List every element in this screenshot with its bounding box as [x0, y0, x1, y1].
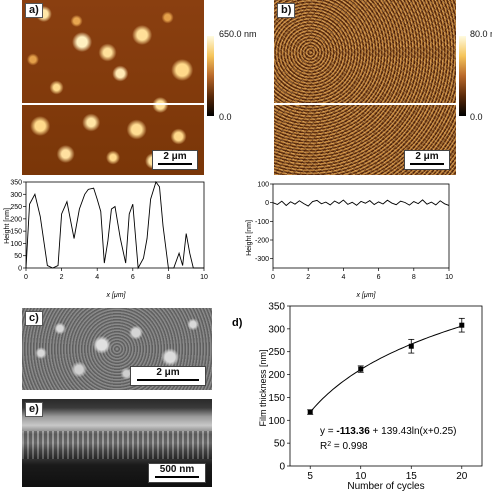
- colorbar-a: [207, 36, 214, 116]
- fit-equation: y = -113.36 + 139.43ln(x+0.25): [320, 426, 457, 437]
- profile-a-xlabel: x [μm]: [105, 292, 126, 299]
- profile-line-a: [22, 103, 204, 105]
- chart-d-ytick-label: 350: [268, 302, 285, 313]
- afm-image-b: b) 2 μm: [274, 0, 456, 175]
- profile-a-series-line: [25, 181, 204, 270]
- profile-a-ytick-label: 200: [10, 216, 22, 223]
- afm-image-a: a) 2 μm: [22, 0, 204, 175]
- profile-b-xtick-label: 0: [271, 274, 275, 281]
- profile-b-xtick-label: 10: [445, 274, 453, 281]
- fit-r-squared: R2 = 0.998: [320, 441, 368, 453]
- data-point: [408, 343, 414, 349]
- chart-d-frame: [289, 305, 483, 467]
- profile-a-ytick-label: 250: [10, 204, 22, 211]
- scale-bar-b: 2 μm: [404, 150, 450, 170]
- panel-label-e: e): [25, 402, 43, 417]
- scale-bar-e: 500 nm: [148, 463, 206, 483]
- colorbar-a-min: 0.0: [219, 112, 232, 122]
- height-profile-b: 100 0 -100 -200 -300 0 2 4 6 8 10 Height [nm] x [μ…: [246, 182, 453, 300]
- scale-bar-b-label: 2 μm: [415, 151, 439, 162]
- chart-d-ytick-label: 250: [268, 347, 285, 358]
- chart-d-ytick-label: 200: [268, 370, 285, 381]
- colorbar-b: [459, 36, 466, 116]
- chart-d-ytick-label: 100: [268, 416, 285, 427]
- chart-d-xtick-label: 5: [307, 471, 313, 482]
- scale-bar-a-label: 2 μm: [163, 151, 187, 162]
- profile-b-ylabel: Height [nm]: [246, 220, 253, 256]
- profile-line-b: [274, 103, 456, 105]
- profile-a-xtick-label: 10: [200, 274, 208, 281]
- panel-label-d: d): [232, 317, 243, 329]
- scale-bar-c-label: 2 μm: [156, 367, 180, 378]
- profile-a-xtick-label: 8: [166, 274, 170, 281]
- profile-b-xlabel: x [μm]: [355, 292, 376, 299]
- profile-a-xtick-label: 2: [60, 274, 64, 281]
- chart-d-xlabel: Number of cycles: [347, 481, 424, 492]
- chart-d-ytick-label: 50: [274, 439, 286, 450]
- profile-b-series-line: [272, 199, 450, 207]
- profile-b-frame: [272, 183, 450, 269]
- chart-d-ylabel: Film thickness [nm]: [258, 349, 268, 426]
- chart-d-ytick-label: 150: [268, 393, 285, 404]
- profile-a-xtick-label: 0: [24, 274, 28, 281]
- chart-d-xtick-label: 15: [406, 471, 418, 482]
- scale-bar-c: 2 μm: [130, 366, 206, 386]
- profile-a-frame: [25, 181, 205, 269]
- panel-label-a: a): [25, 3, 43, 18]
- profile-b-ytick-label: -300: [255, 256, 269, 263]
- profile-b-ytick-label: 0: [265, 200, 269, 207]
- profile-a-ytick-label: 0: [18, 266, 22, 273]
- profile-a-xtick-label: 4: [95, 274, 99, 281]
- data-point: [358, 366, 364, 372]
- profile-a-ytick-label: 50: [14, 253, 22, 260]
- data-point: [307, 409, 313, 415]
- panel-label-b: b): [277, 3, 296, 18]
- profile-b-xtick-label: 8: [412, 274, 416, 281]
- colorbar-a-max: 650.0 nm: [219, 29, 257, 39]
- scale-bar-e-label: 500 nm: [159, 464, 195, 475]
- profile-a-ytick-label: 100: [10, 241, 22, 248]
- chart-d-xtick-label: 20: [456, 471, 468, 482]
- colorbar-b-max: 80.0 nm: [470, 29, 492, 39]
- chart-d-ytick-label: 0: [279, 462, 285, 473]
- sem-image-e: e) 500 nm: [22, 399, 212, 487]
- chart-d-ytick-label: 300: [268, 324, 285, 335]
- height-profile-a: 0 50 100 150 200 250 300 350 0 2 4 6 8 10 Height [nm]…: [4, 180, 208, 300]
- profile-b-ytick-label: -100: [255, 219, 269, 226]
- profile-b-xtick-label: 4: [341, 274, 345, 281]
- scale-bar-a: 2 μm: [152, 150, 198, 170]
- colorbar-b-min: 0.0: [470, 112, 483, 122]
- panel-label-c: c): [25, 311, 43, 326]
- film-thickness-chart: 0 50 100 150 200 250 300 350 5 10 15 20 d) Film thi…: [232, 302, 483, 492]
- profile-a-ytick-label: 300: [10, 192, 22, 199]
- profile-b-xtick-label: 2: [306, 274, 310, 281]
- profile-a-ytick-label: 150: [10, 229, 22, 236]
- profile-a-ylabel: Height [nm]: [4, 208, 11, 244]
- profile-a-ytick-label: 350: [10, 180, 22, 187]
- profile-b-ytick-label: -200: [255, 238, 269, 245]
- data-point: [459, 322, 465, 328]
- sem-image-c: c) 2 μm: [22, 308, 212, 390]
- profile-b-xtick-label: 6: [377, 274, 381, 281]
- profile-b-ytick-label: 100: [257, 182, 269, 189]
- fit-curve: [309, 325, 462, 413]
- profile-a-xtick-label: 6: [131, 274, 135, 281]
- chart-d-xtick-label: 10: [355, 471, 367, 482]
